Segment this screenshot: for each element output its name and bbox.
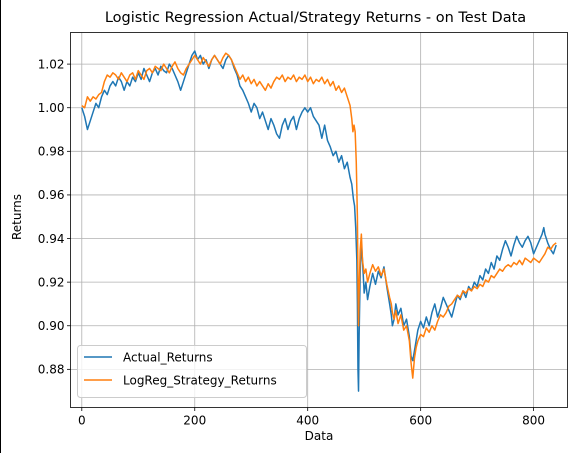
y-axis-ticks: 0.88 0.90 0.92 0.94 0.96 0.98 1.00 1.02 — [38, 57, 71, 377]
series-line-logreg-strategy-returns — [81, 52, 557, 379]
x-axis-ticks: 0 200 400 600 800 — [78, 407, 545, 428]
chart-title: Logistic Regression Actual/Strategy Retu… — [105, 10, 526, 26]
plot-frame — [70, 32, 568, 408]
y-tick-label: 0.88 — [38, 363, 65, 377]
x-tick-label: 400 — [296, 414, 319, 428]
y-tick-label: 1.02 — [38, 57, 65, 71]
x-tick-label: 0 — [78, 414, 86, 428]
x-axis-label: Data — [305, 429, 334, 443]
y-tick-label: 1.00 — [38, 101, 65, 115]
x-tick-label: 200 — [183, 414, 206, 428]
legend-label-logreg-strategy-returns: LogReg_Strategy_Returns — [123, 374, 277, 388]
x-tick-label: 800 — [522, 414, 545, 428]
x-tick-label: 600 — [409, 414, 432, 428]
y-axis-label: Returns — [10, 194, 24, 240]
y-tick-label: 0.92 — [38, 275, 65, 289]
y-tick-label: 0.98 — [38, 145, 65, 159]
legend-label-actual-returns: Actual_Returns — [123, 351, 213, 365]
y-tick-label: 0.96 — [38, 188, 65, 202]
series-layer — [81, 50, 557, 392]
legend-box — [77, 345, 307, 398]
series-line-actual-returns — [81, 50, 557, 392]
y-tick-label: 0.90 — [38, 319, 65, 333]
legend: Actual_Returns LogReg_Strategy_Returns — [77, 345, 307, 398]
grid — [70, 32, 568, 408]
y-tick-label: 0.94 — [38, 232, 65, 246]
